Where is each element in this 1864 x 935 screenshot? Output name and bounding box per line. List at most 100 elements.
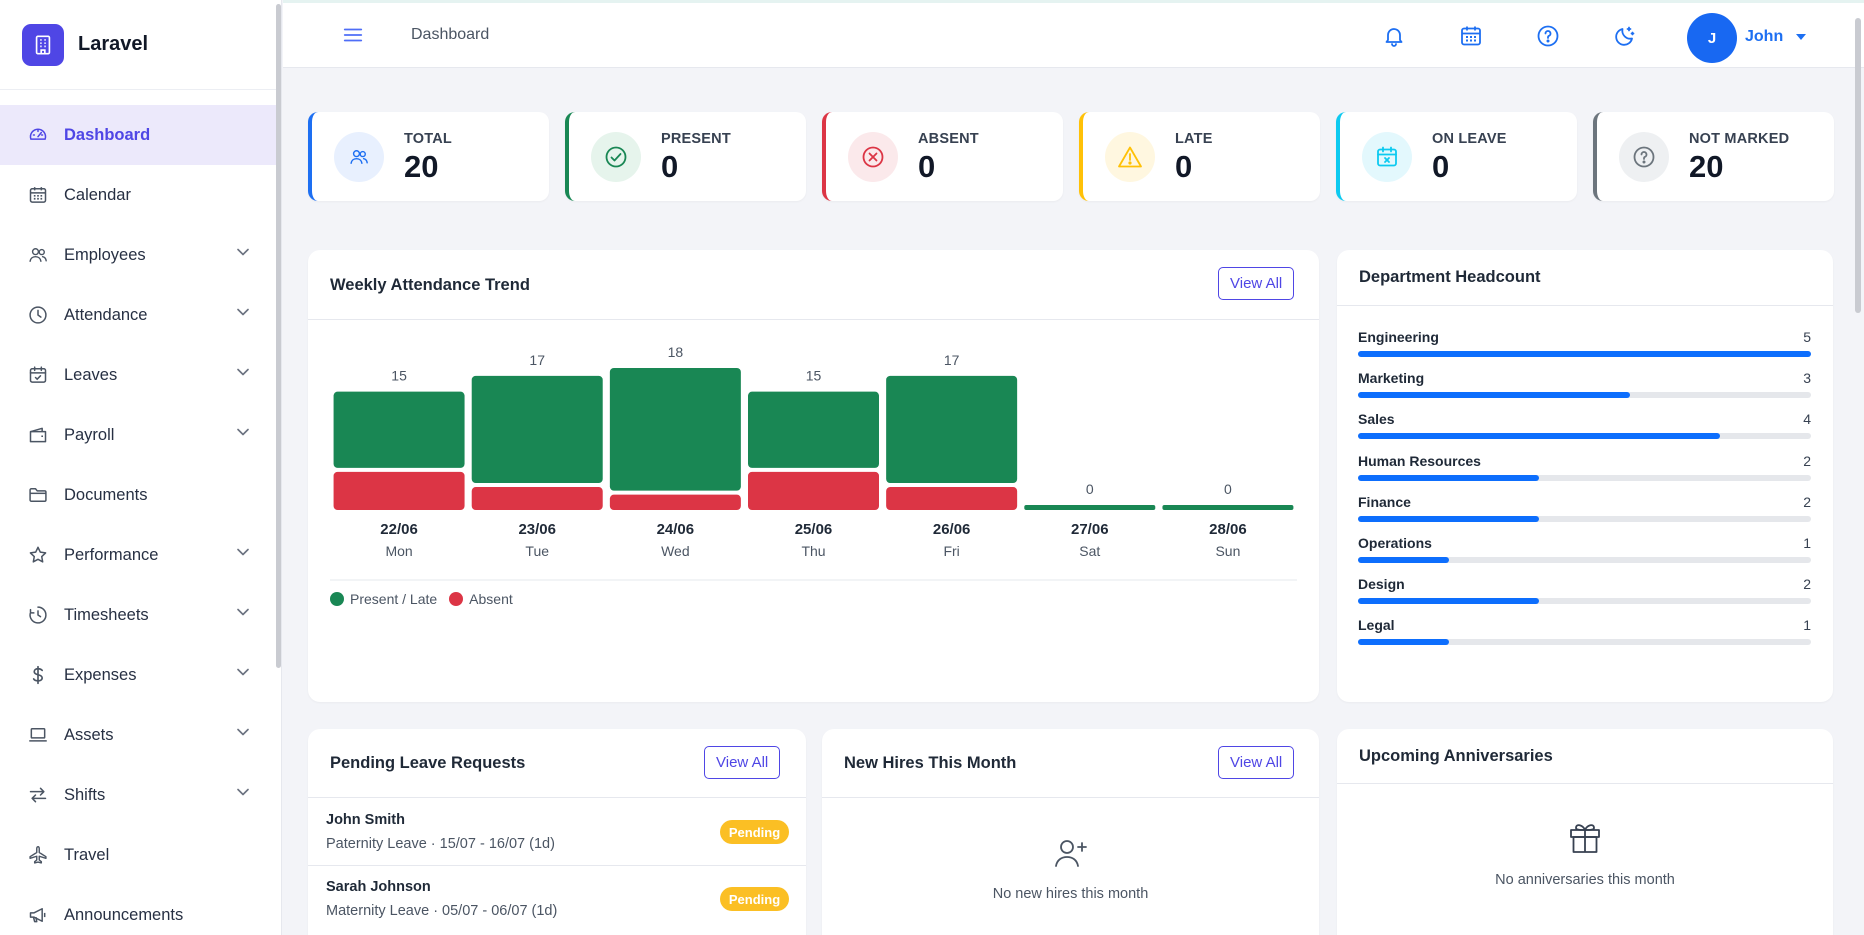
stat-card-not-marked[interactable]: NOT MARKED 20 [1593,112,1834,201]
x-tick-day: Thu [801,543,825,559]
bar-absent[interactable] [609,494,741,510]
sidebar-item-attendance[interactable]: Attendance [0,285,281,345]
bar-present[interactable] [886,375,1018,484]
x-tick-date: 22/06 [380,521,418,538]
sidebar-item-leaves[interactable]: Leaves [0,345,281,405]
sidebar-item-calendar[interactable]: Calendar [0,165,281,225]
department-count: 1 [1803,617,1811,634]
department-bar-fill [1358,474,1540,481]
sidebar-item-assets[interactable]: Assets [0,705,281,765]
chart-legend: Present / Late Absent [330,591,513,607]
sidebar-item-announcements[interactable]: Announcements [0,885,281,935]
sidebar-item-documents[interactable]: Documents [0,465,281,525]
view-all-button[interactable]: View All [1218,267,1295,300]
page-scrollbar[interactable] [1855,18,1861,313]
airplane-icon [26,843,50,867]
card-title: Pending Leave Requests [330,754,526,772]
sidebar-item-travel[interactable]: Travel [0,825,281,885]
stat-value: 0 [661,149,679,184]
chevron-down-icon [237,668,249,676]
department-bar-track [1358,557,1811,563]
view-all-button[interactable]: View All [704,746,781,779]
user-menu-name[interactable]: John [1745,28,1784,45]
sidebar-item-expenses[interactable]: Expenses [0,645,281,705]
stat-card-present[interactable]: PRESENT 0 [565,112,806,201]
leave-detail: Paternity Leave · 15/07 - 16/07 (1d) [326,836,555,852]
x-tick-day: Sat [1079,543,1100,559]
stat-label: NOT MARKED [1689,131,1790,147]
x-circle-icon [848,132,898,182]
chevron-down-icon [237,548,249,556]
calendar-x-icon [1362,132,1412,182]
bar-present[interactable] [333,391,465,468]
stat-card-total[interactable]: TOTAL 20 [308,112,549,201]
divider [1337,783,1833,784]
help-icon[interactable] [1534,22,1562,50]
bar-absent[interactable] [886,487,1018,510]
bar-absent[interactable] [333,471,465,510]
menu-toggle-icon[interactable] [342,24,364,46]
moon-stars-icon[interactable] [1611,22,1639,50]
leave-row[interactable]: John Smith Paternity Leave · 15/07 - 16/0… [308,798,806,866]
warning-icon [1105,132,1155,182]
sidebar-item-performance[interactable]: Performance [0,525,281,585]
empty-state: No new hires this month [992,886,1149,902]
department-count: 2 [1803,493,1811,510]
department-name: Finance [1358,493,1411,510]
bar-present[interactable] [471,375,603,484]
bar-total-label: 17 [529,352,545,368]
department-bar-fill [1358,639,1449,646]
chevron-down-icon [237,788,249,796]
x-tick-date: 28/06 [1209,521,1247,538]
calendar-icon[interactable] [1457,22,1485,50]
clock-icon [26,303,50,327]
sidebar-item-employees[interactable]: Employees [0,225,281,285]
x-tick-date: 23/06 [518,521,556,538]
sidebar-item-shifts[interactable]: Shifts [0,765,281,825]
building-icon [22,23,64,66]
laptop-icon [26,723,50,747]
x-tick-day: Tue [525,543,549,559]
bar-absent[interactable] [748,471,879,510]
caret-down-icon[interactable] [1796,34,1806,40]
swap-icon [26,783,50,807]
bar-present[interactable] [1024,505,1156,510]
sidebar-item-label: Employees [64,245,146,264]
department-bar-fill [1358,557,1449,563]
leave-row[interactable]: Sarah Johnson Maternity Leave · 05/07 - 0… [308,865,806,932]
card-title: New Hires This Month [844,754,1017,772]
status-badge: Pending [720,820,789,844]
x-tick-day: Wed [661,543,690,559]
department-name: Marketing [1358,370,1425,387]
dollar-icon [26,663,50,687]
view-all-button[interactable]: View All [1218,746,1295,779]
divider [308,865,806,866]
calendar-icon [26,183,50,207]
legend-swatch-absent [449,592,464,606]
stat-card-late[interactable]: LATE 0 [1079,112,1320,201]
bell-icon[interactable] [1380,22,1408,50]
sidebar-item-label: Assets [64,725,114,744]
brand-name: Laravel [78,33,149,55]
sidebar-item-dashboard[interactable]: Dashboard [0,105,281,165]
bar-absent[interactable] [471,487,603,510]
stat-card-absent[interactable]: ABSENT 0 [822,112,1063,201]
sidebar-scrollbar[interactable] [276,4,281,668]
x-tick-date: 26/06 [933,521,971,538]
bar-present[interactable] [1162,505,1294,510]
gift-icon [1567,819,1603,855]
calendar-check-icon [26,363,50,387]
bar-present[interactable] [748,391,879,468]
chevron-down-icon [237,428,249,436]
x-tick-date: 25/06 [795,521,833,538]
sidebar-item-timesheets[interactable]: Timesheets [0,585,281,645]
bar-present[interactable] [609,368,741,491]
brand[interactable]: Laravel [0,0,281,90]
stat-value: 0 [1432,149,1450,184]
x-tick-day: Sun [1215,543,1240,559]
avatar[interactable]: J [1687,13,1737,63]
leave-employee-name: Sarah Johnson [326,879,431,895]
sidebar-item-payroll[interactable]: Payroll [0,405,281,465]
new-hires-card: New Hires This Month View All No new hir… [822,729,1319,935]
stat-card-on-leave[interactable]: ON LEAVE 0 [1336,112,1577,201]
